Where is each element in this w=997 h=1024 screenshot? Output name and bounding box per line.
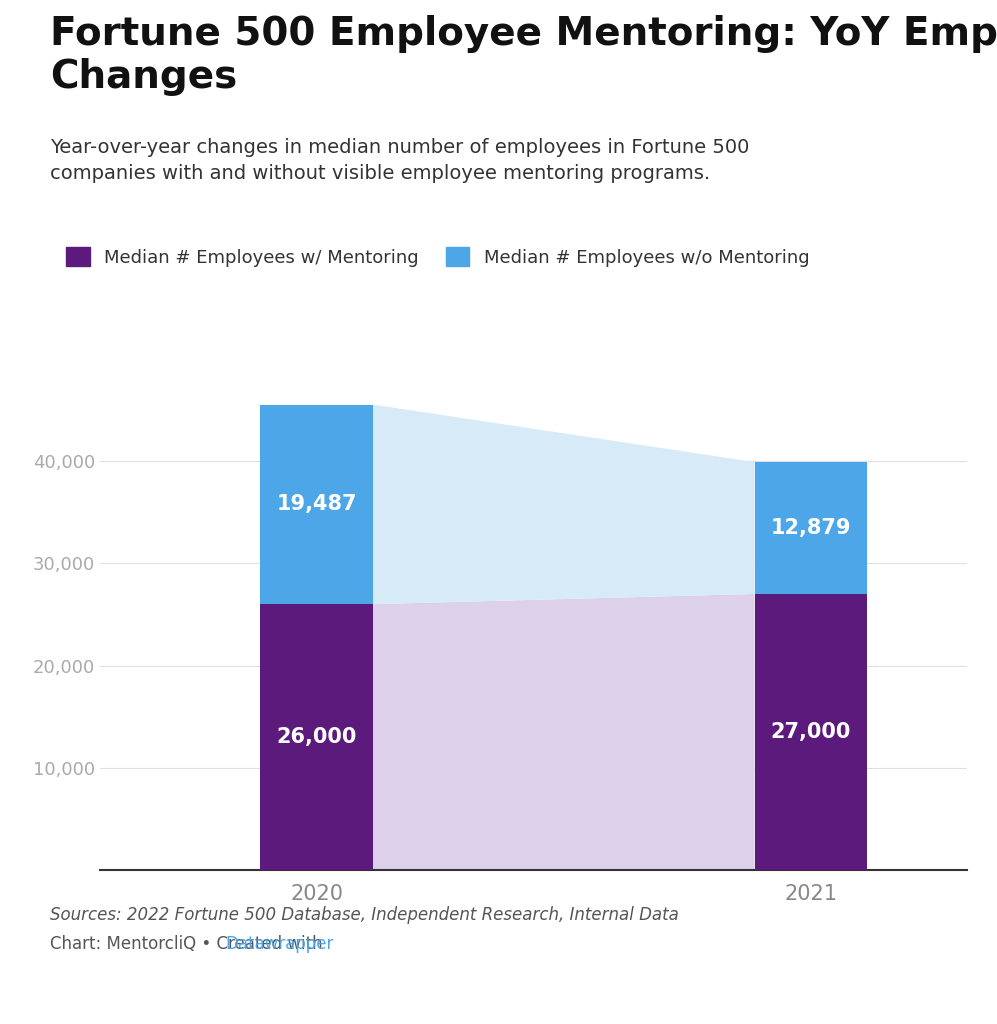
Bar — [755, 462, 867, 594]
Legend: Median # Employees w/ Mentoring, Median # Employees w/o Mentoring: Median # Employees w/ Mentoring, Median … — [59, 240, 817, 273]
Bar — [260, 604, 373, 870]
Text: Chart: MentorcliQ • Created with: Chart: MentorcliQ • Created with — [50, 935, 328, 953]
Text: 12,879: 12,879 — [771, 518, 851, 538]
Bar — [755, 594, 867, 870]
Text: Sources: 2022 Fortune 500 Database, Independent Research, Internal Data: Sources: 2022 Fortune 500 Database, Inde… — [50, 906, 679, 925]
Text: 27,000: 27,000 — [771, 722, 851, 742]
Text: Year-over-year changes in median number of employees in Fortune 500
companies wi: Year-over-year changes in median number … — [50, 138, 749, 183]
Polygon shape — [373, 594, 755, 870]
Text: Datawrapper: Datawrapper — [226, 935, 334, 953]
Polygon shape — [373, 404, 755, 604]
Text: 19,487: 19,487 — [276, 495, 357, 514]
Text: 26,000: 26,000 — [276, 727, 357, 748]
Text: Fortune 500 Employee Mentoring: YoY Employee
Changes: Fortune 500 Employee Mentoring: YoY Empl… — [50, 15, 997, 96]
Bar — [260, 404, 373, 604]
